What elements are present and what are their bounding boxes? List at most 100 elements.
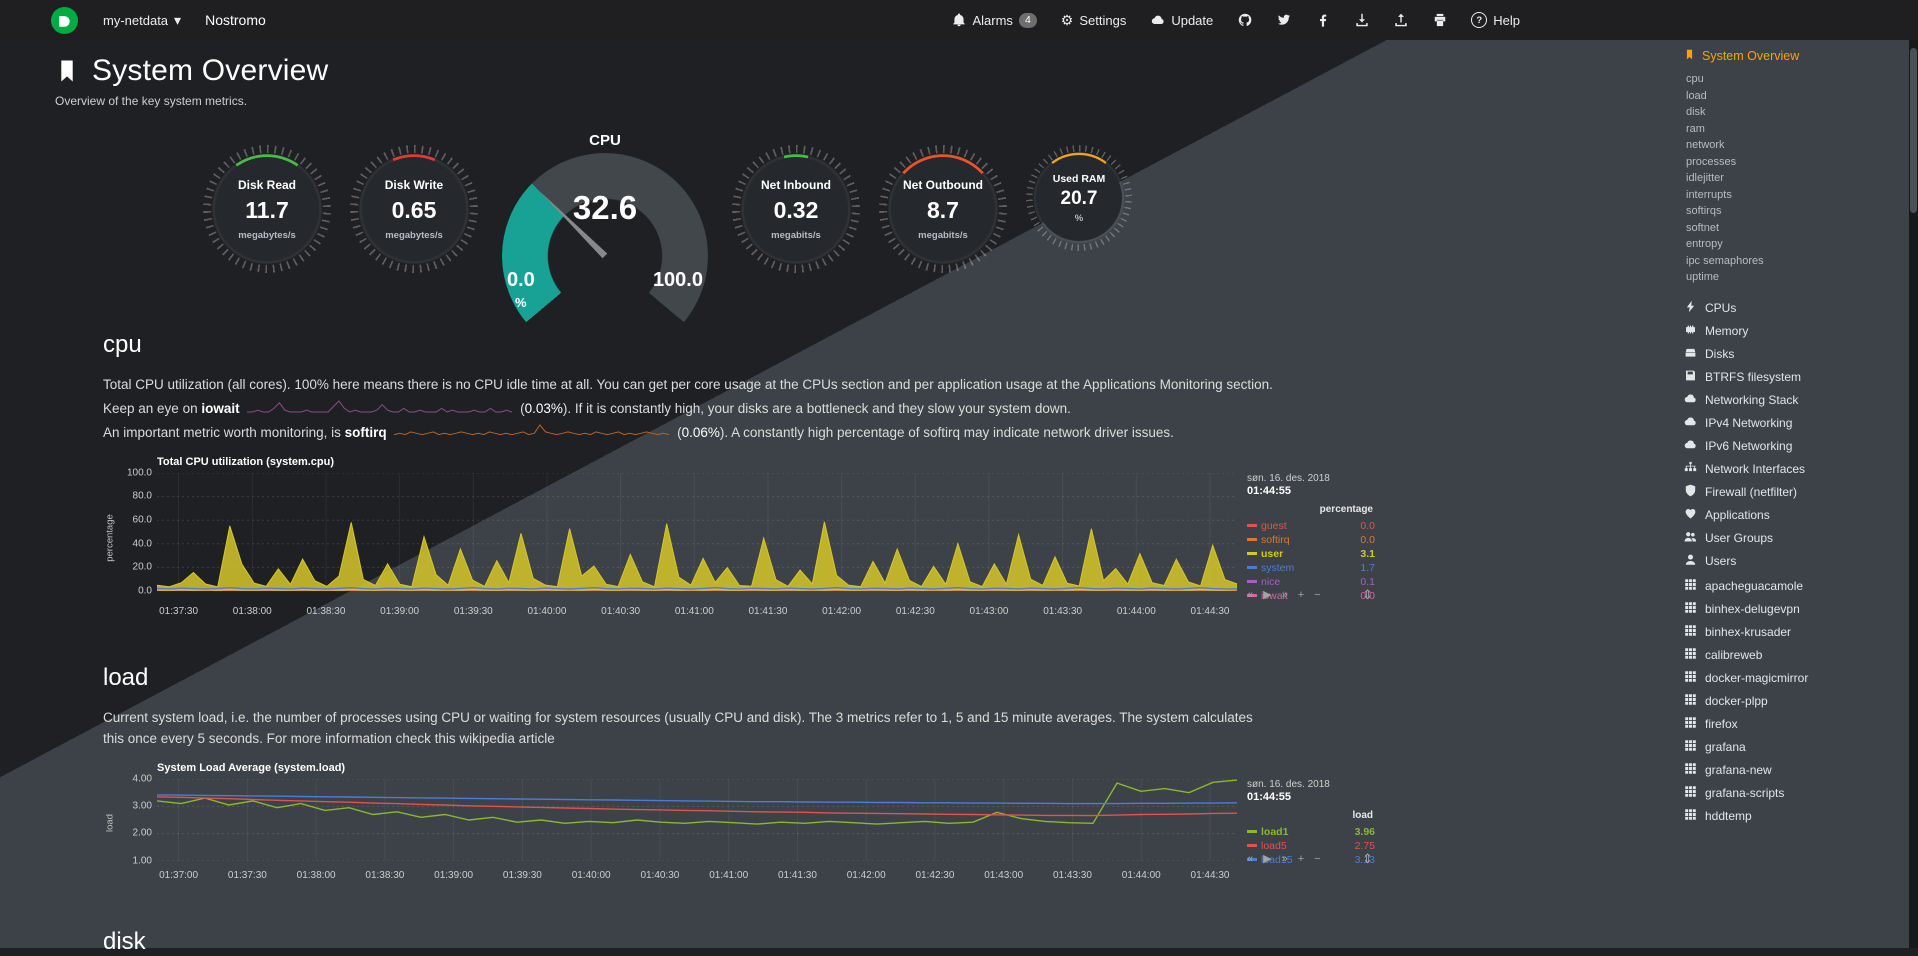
sidebar-item-firewall-netfilter[interactable]: Firewall (netfilter) bbox=[1684, 481, 1908, 504]
grid-icon bbox=[1684, 578, 1697, 595]
print-button[interactable] bbox=[1422, 0, 1457, 40]
cpu-iowait-line: Keep an eye on iowait (0.03%). If it is … bbox=[103, 399, 1273, 420]
sidebar-item-system-overview[interactable]: System Overview bbox=[1684, 48, 1908, 64]
sidebar-item-calibreweb[interactable]: calibreweb bbox=[1684, 644, 1908, 667]
sidebar-item-networking-stack[interactable]: Networking Stack bbox=[1684, 389, 1908, 412]
play-button-icon[interactable]: ▶ bbox=[1263, 852, 1271, 865]
scrollbar-thumb[interactable] bbox=[1910, 48, 1917, 213]
x-tick: 01:37:30 bbox=[228, 870, 267, 881]
sidebar-item-memory[interactable]: Memory bbox=[1684, 320, 1908, 343]
cpu-gauge[interactable]: CPU 32.6 0.0 100.0 % bbox=[497, 132, 713, 305]
zoom-in-button-icon[interactable]: + bbox=[1298, 589, 1304, 601]
help-button[interactable]: ? Help bbox=[1461, 0, 1530, 40]
sidebar-item-user-groups[interactable]: User Groups bbox=[1684, 527, 1908, 550]
sidebar-item-users[interactable]: Users bbox=[1684, 550, 1908, 573]
text-fragment: An important metric worth monitoring, is bbox=[103, 425, 345, 440]
sidebar-item-softirqs[interactable]: softirqs bbox=[1684, 203, 1908, 220]
my-netdata-menu[interactable]: my-netdata ▾ bbox=[103, 13, 181, 28]
sidebar-item-ram[interactable]: ram bbox=[1684, 121, 1908, 138]
x-tick: 01:43:00 bbox=[970, 606, 1009, 617]
sidebar-item-binhex-krusader[interactable]: binhex-krusader bbox=[1684, 621, 1908, 644]
sidebar-item-binhex-delugevpn[interactable]: binhex-delugevpn bbox=[1684, 598, 1908, 621]
sidebar-item-disk[interactable]: disk bbox=[1684, 104, 1908, 121]
github-button[interactable] bbox=[1227, 0, 1262, 40]
gauge-label: Net Inbound bbox=[761, 178, 831, 192]
cpu-gauge-value: 32.6 bbox=[501, 189, 709, 227]
hdd-icon bbox=[1684, 346, 1697, 363]
x-tick: 01:41:00 bbox=[675, 606, 714, 617]
rewind-button-icon[interactable]: « bbox=[1247, 589, 1253, 601]
sidebar-item-ipc-semaphores[interactable]: ipc semaphores bbox=[1684, 253, 1908, 270]
sidebar-item-idlejitter[interactable]: idlejitter bbox=[1684, 170, 1908, 187]
sidebar-item-network[interactable]: network bbox=[1684, 137, 1908, 154]
update-button[interactable]: Update bbox=[1140, 0, 1223, 40]
sidebar-item-docker-magicmirror[interactable]: docker-magicmirror bbox=[1684, 667, 1908, 690]
sidebar-item-hddtemp[interactable]: hddtemp bbox=[1684, 805, 1908, 828]
import-button[interactable] bbox=[1344, 0, 1379, 40]
twitter-button[interactable] bbox=[1266, 0, 1301, 40]
sidebar-item-firefox[interactable]: firefox bbox=[1684, 713, 1908, 736]
netdata-logo[interactable] bbox=[50, 6, 79, 35]
cloud-icon bbox=[1684, 438, 1697, 455]
y-axis-label-text: percentage bbox=[105, 514, 116, 562]
fast-forward-button-icon[interactable]: » bbox=[1282, 589, 1288, 601]
play-button-icon[interactable]: ▶ bbox=[1263, 588, 1271, 601]
x-tick: 01:44:30 bbox=[1191, 870, 1230, 881]
x-tick: 01:43:00 bbox=[984, 870, 1023, 881]
export-button[interactable] bbox=[1383, 0, 1418, 40]
zoom-out-button-icon[interactable]: − bbox=[1314, 853, 1320, 865]
sidebar-item-ipv6-networking[interactable]: IPv6 Networking bbox=[1684, 435, 1908, 458]
zoom-in-button-icon[interactable]: + bbox=[1298, 853, 1304, 865]
sidebar-item-disks[interactable]: Disks bbox=[1684, 343, 1908, 366]
sidebar-item-entropy[interactable]: entropy bbox=[1684, 236, 1908, 253]
zoom-out-button-icon[interactable]: − bbox=[1314, 589, 1320, 601]
sidebar-item-uptime[interactable]: uptime bbox=[1684, 269, 1908, 286]
page-scrollbar[interactable] bbox=[1909, 40, 1918, 948]
cpu-chart[interactable]: Total CPU utilization (system.cpu)percen… bbox=[103, 456, 1375, 638]
grid-icon bbox=[1684, 785, 1697, 802]
sidebar-item-grafana[interactable]: grafana bbox=[1684, 736, 1908, 759]
bell-icon bbox=[951, 13, 966, 28]
sidebar-item-network-interfaces[interactable]: Network Interfaces bbox=[1684, 458, 1908, 481]
sidebar-item-grafana-new[interactable]: grafana-new bbox=[1684, 759, 1908, 782]
sidebar-item-apacheguacamole[interactable]: apacheguacamole bbox=[1684, 575, 1908, 598]
sidebar-item-btrfs-filesystem[interactable]: BTRFS filesystem bbox=[1684, 366, 1908, 389]
fast-forward-button-icon[interactable]: » bbox=[1282, 853, 1288, 865]
sidebar-item-interrupts[interactable]: interrupts bbox=[1684, 187, 1908, 204]
rewind-button-icon[interactable]: « bbox=[1247, 853, 1253, 865]
chart-plot-area[interactable] bbox=[157, 473, 1237, 591]
gauge-label: Disk Write bbox=[385, 178, 443, 192]
sidebar-item-softnet[interactable]: softnet bbox=[1684, 220, 1908, 237]
sidebar-item-ipv4-networking[interactable]: IPv4 Networking bbox=[1684, 412, 1908, 435]
sidebar-item-label: Disks bbox=[1705, 347, 1734, 362]
chart-plot-area[interactable] bbox=[157, 779, 1237, 861]
sidebar-item-grafana-scripts[interactable]: grafana-scripts bbox=[1684, 782, 1908, 805]
sidebar-item-load[interactable]: load bbox=[1684, 88, 1908, 105]
resize-handle-icon[interactable]: ⇕ bbox=[1362, 851, 1373, 867]
resize-handle-icon[interactable]: ⇕ bbox=[1362, 587, 1373, 603]
facebook-button[interactable] bbox=[1305, 0, 1340, 40]
sidebar-item-docker-plpp[interactable]: docker-plpp bbox=[1684, 690, 1908, 713]
x-tick: 01:38:00 bbox=[297, 870, 336, 881]
sidebar-item-applications[interactable]: Applications bbox=[1684, 504, 1908, 527]
sidebar-item-cpus[interactable]: CPUs bbox=[1684, 297, 1908, 320]
settings-button[interactable]: ⚙ Settings bbox=[1051, 0, 1137, 40]
alarms-button[interactable]: Alarms 4 bbox=[941, 0, 1046, 40]
sidebar-item-cpu[interactable]: cpu bbox=[1684, 71, 1908, 88]
alarms-label: Alarms bbox=[972, 13, 1012, 28]
sidebar-item-processes[interactable]: processes bbox=[1684, 154, 1908, 171]
